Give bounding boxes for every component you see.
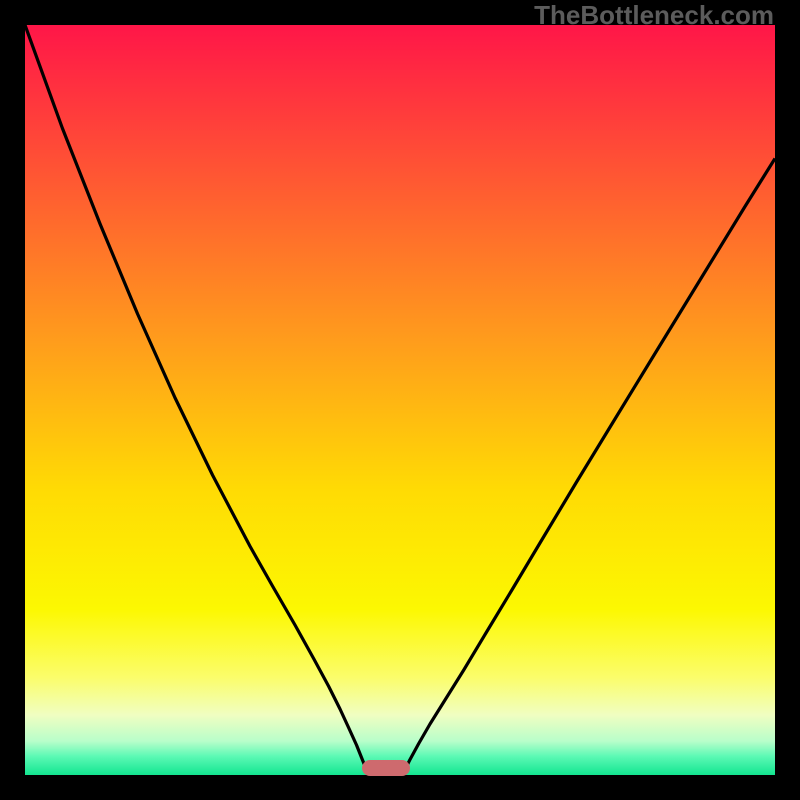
bottleneck-curve (25, 25, 775, 775)
optimal-range-marker (362, 760, 410, 776)
